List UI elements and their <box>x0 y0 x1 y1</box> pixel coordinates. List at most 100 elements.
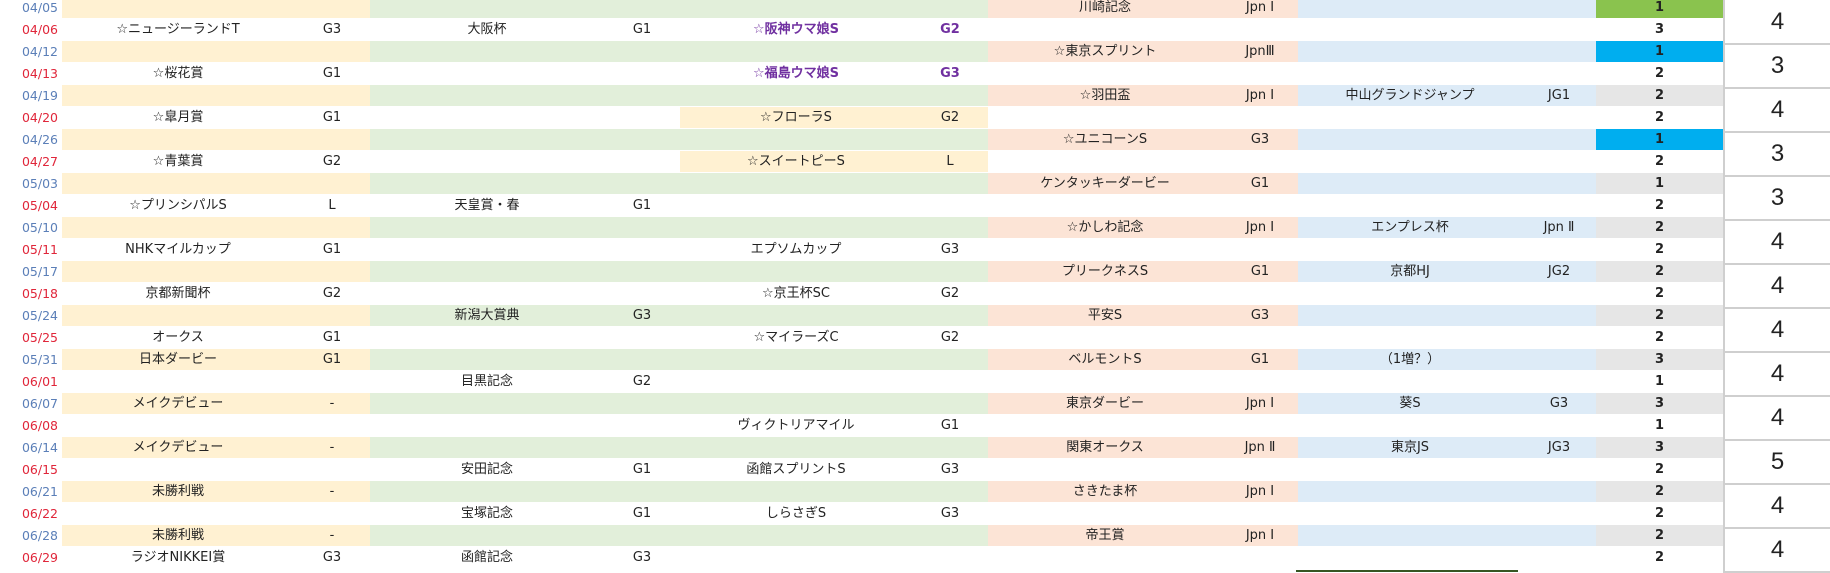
race-e-name[interactable] <box>1298 459 1522 480</box>
race-a-name[interactable]: ラジオNIKKEI賞 <box>62 547 294 568</box>
race-b-grade[interactable] <box>604 217 680 238</box>
race-b-name[interactable] <box>370 261 604 282</box>
race-a-grade[interactable] <box>294 415 370 436</box>
race-a-grade[interactable]: - <box>294 393 370 414</box>
race-c-grade[interactable] <box>912 481 988 502</box>
race-c-grade[interactable]: G3 <box>912 239 988 260</box>
race-e-name[interactable] <box>1298 481 1522 502</box>
race-b-grade[interactable] <box>604 107 680 128</box>
race-b-name[interactable] <box>370 283 604 304</box>
race-c-name[interactable]: ☆フローラS <box>680 107 912 128</box>
weekly-total[interactable]: 4 <box>1770 316 1785 343</box>
daily-count[interactable]: 3 <box>1596 437 1723 458</box>
race-e-grade[interactable] <box>1522 547 1596 568</box>
race-c-grade[interactable] <box>912 0 988 18</box>
date-cell[interactable]: 06/29 <box>0 547 62 568</box>
race-a-grade[interactable]: G3 <box>294 19 370 40</box>
race-b-grade[interactable] <box>604 437 680 458</box>
race-a-grade[interactable]: G1 <box>294 63 370 84</box>
race-e-grade[interactable] <box>1522 305 1596 326</box>
race-c-name[interactable] <box>680 173 912 194</box>
race-d-grade[interactable] <box>1222 503 1298 524</box>
race-e-grade[interactable] <box>1522 283 1596 304</box>
race-b-grade[interactable]: G1 <box>604 503 680 524</box>
race-d-name[interactable]: 関東オークス <box>988 437 1222 458</box>
date-cell[interactable]: 05/17 <box>0 261 62 282</box>
race-b-grade[interactable] <box>604 415 680 436</box>
date-cell[interactable]: 05/10 <box>0 217 62 238</box>
race-b-grade[interactable] <box>604 63 680 84</box>
race-e-name[interactable]: 葵S <box>1298 393 1522 414</box>
date-cell[interactable]: 05/18 <box>0 283 62 304</box>
race-e-name[interactable]: 京都HJ <box>1298 261 1522 282</box>
race-c-name[interactable] <box>680 261 912 282</box>
race-e-grade[interactable]: G3 <box>1522 393 1596 414</box>
race-d-grade[interactable] <box>1222 547 1298 568</box>
race-a-grade[interactable]: G1 <box>294 349 370 370</box>
race-b-grade[interactable] <box>604 349 680 370</box>
race-c-name[interactable]: ヴィクトリアマイル <box>680 415 912 436</box>
race-e-grade[interactable] <box>1522 129 1596 150</box>
race-a-name[interactable] <box>62 85 294 106</box>
daily-count[interactable]: 2 <box>1596 195 1723 216</box>
race-e-grade[interactable] <box>1522 0 1596 18</box>
race-c-grade[interactable] <box>912 85 988 106</box>
race-d-grade[interactable] <box>1222 19 1298 40</box>
race-e-name[interactable]: 中山グランドジャンプ <box>1298 85 1522 106</box>
race-d-grade[interactable]: G3 <box>1222 305 1298 326</box>
race-d-name[interactable] <box>988 327 1222 348</box>
race-e-grade[interactable] <box>1522 239 1596 260</box>
daily-count[interactable]: 3 <box>1596 349 1723 370</box>
race-a-name[interactable]: ☆ニュージーランドT <box>62 19 294 40</box>
race-e-grade[interactable] <box>1522 415 1596 436</box>
race-b-grade[interactable] <box>604 41 680 62</box>
race-d-name[interactable]: 平安S <box>988 305 1222 326</box>
race-b-name[interactable] <box>370 217 604 238</box>
daily-count[interactable]: 1 <box>1596 415 1723 436</box>
race-c-grade[interactable]: G2 <box>912 19 988 40</box>
race-a-grade[interactable] <box>294 85 370 106</box>
race-e-grade[interactable] <box>1522 349 1596 370</box>
race-d-grade[interactable] <box>1222 327 1298 348</box>
race-c-name[interactable] <box>680 393 912 414</box>
date-cell[interactable]: 06/15 <box>0 459 62 480</box>
race-a-name[interactable] <box>62 0 294 18</box>
race-e-name[interactable] <box>1298 525 1522 546</box>
race-b-name[interactable]: 安田記念 <box>370 459 604 480</box>
race-c-grade[interactable] <box>912 305 988 326</box>
weekly-total[interactable]: 4 <box>1770 96 1785 123</box>
daily-count[interactable]: 2 <box>1596 85 1723 106</box>
daily-count[interactable]: 1 <box>1596 41 1723 62</box>
race-b-grade[interactable] <box>604 129 680 150</box>
race-a-grade[interactable]: - <box>294 437 370 458</box>
race-b-grade[interactable] <box>604 0 680 18</box>
race-c-name[interactable] <box>680 129 912 150</box>
race-b-name[interactable]: 新潟大賞典 <box>370 305 604 326</box>
race-d-grade[interactable]: Jpn Ⅰ <box>1222 525 1298 546</box>
race-d-name[interactable]: プリークネスS <box>988 261 1222 282</box>
race-e-name[interactable] <box>1298 305 1522 326</box>
race-d-grade[interactable] <box>1222 239 1298 260</box>
race-e-grade[interactable]: JG1 <box>1522 85 1596 106</box>
race-d-grade[interactable] <box>1222 415 1298 436</box>
race-c-grade[interactable]: G3 <box>912 63 988 84</box>
weekly-total[interactable]: 4 <box>1770 492 1785 519</box>
race-d-name[interactable]: ☆東京スプリント <box>988 41 1222 62</box>
race-a-name[interactable]: メイクデビュー <box>62 437 294 458</box>
race-c-name[interactable] <box>680 0 912 18</box>
race-d-name[interactable] <box>988 459 1222 480</box>
race-b-name[interactable] <box>370 129 604 150</box>
race-d-grade[interactable] <box>1222 63 1298 84</box>
race-d-grade[interactable]: Jpn Ⅰ <box>1222 393 1298 414</box>
race-e-grade[interactable] <box>1522 503 1596 524</box>
date-cell[interactable]: 06/07 <box>0 393 62 414</box>
daily-count[interactable]: 2 <box>1596 459 1723 480</box>
race-c-grade[interactable] <box>912 525 988 546</box>
race-a-name[interactable] <box>62 173 294 194</box>
race-a-grade[interactable] <box>294 305 370 326</box>
daily-count[interactable]: 2 <box>1596 283 1723 304</box>
date-cell[interactable]: 04/19 <box>0 85 62 106</box>
race-c-grade[interactable] <box>912 547 988 568</box>
race-c-grade[interactable] <box>912 393 988 414</box>
daily-count[interactable]: 3 <box>1596 393 1723 414</box>
